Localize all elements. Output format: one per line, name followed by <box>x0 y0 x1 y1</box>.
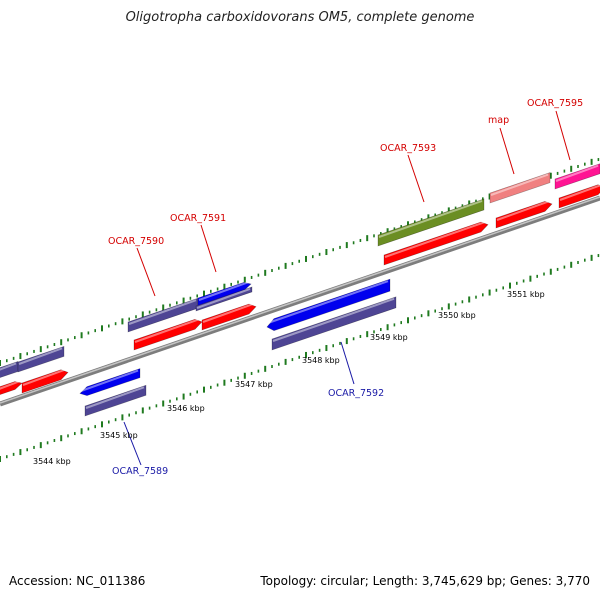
gene-feature-ocar-7592-blue <box>266 278 391 331</box>
cds-feature-shine <box>22 368 67 386</box>
label-leader-line <box>136 247 156 297</box>
gene-label-ocar-7595[interactable]: OCAR_7595 <box>527 98 583 109</box>
accession-text: Accession: NC_011386 <box>9 574 146 588</box>
cds-feature-body <box>558 184 600 209</box>
gene-feature-map-body <box>489 172 551 204</box>
cds-feature <box>133 317 203 351</box>
gene-label-ocar-7593[interactable]: OCAR_7593 <box>380 143 436 154</box>
gene-feature-ocar-7590-shine <box>128 299 197 325</box>
gene-feature-ocar-7593 <box>377 198 485 247</box>
scale-label: 3550 kbp <box>438 311 476 320</box>
cds-feature <box>201 302 257 331</box>
cds-feature-shine <box>496 200 551 221</box>
gene-feature-ocar-7592-blue-shine <box>267 280 389 324</box>
cds-feature <box>21 368 69 394</box>
scale-label: 3551 kbp <box>507 290 545 299</box>
cds-feature-shine <box>202 302 255 323</box>
cds-feature-body <box>383 221 489 266</box>
topology-text: Topology: circular; Length: 3,745,629 bp… <box>260 574 590 588</box>
gene-feature-purple-shine <box>18 347 63 365</box>
scale-label: 3549 kbp <box>370 333 408 342</box>
label-leader-line <box>407 154 425 203</box>
tick-marks <box>0 158 600 462</box>
label-leader-line <box>499 127 515 175</box>
cds-feature-shine <box>0 380 21 390</box>
backbone-line <box>0 195 600 407</box>
label-leaders <box>123 110 571 466</box>
gene-feature-ocar-7595-body <box>554 163 600 190</box>
backbone-highlight <box>0 196 600 404</box>
cds-feature-shine <box>559 184 600 201</box>
gene-feature-ocar-7589-blue-shine <box>80 369 139 392</box>
label-leader-line <box>340 341 355 385</box>
gene-feature-purple-body <box>17 345 65 373</box>
gene-feature-ocar-7591-base <box>195 286 253 312</box>
label-leader-line <box>200 224 217 273</box>
cds-feature-shine <box>384 220 487 258</box>
cds-feature <box>495 200 553 229</box>
scale-label: 3544 kbp <box>33 457 71 466</box>
cds-feature-body <box>495 201 553 229</box>
gene-feature-purple <box>17 345 65 373</box>
gene-label-ocar-7591[interactable]: OCAR_7591 <box>170 213 226 224</box>
cds-feature <box>383 220 489 266</box>
gene-feature-ocar-7589-shine <box>85 386 145 409</box>
gene-feature-ocar-7592-blue-body <box>266 278 391 331</box>
gene-label-map[interactable]: map <box>488 115 509 126</box>
gene-feature-ocar-7592-shine <box>272 297 395 342</box>
genome-backbone <box>0 195 600 407</box>
gene-feature-purple-shine <box>0 362 17 371</box>
cds-feature <box>0 380 23 395</box>
gene-track <box>0 163 600 417</box>
gene-feature-ocar-7591-shine <box>198 281 250 301</box>
gene-feature-purple <box>0 361 19 378</box>
gene-label-ocar-7592[interactable]: OCAR_7592 <box>328 388 384 399</box>
cds-track <box>0 184 600 395</box>
gene-label-ocar-7589[interactable]: OCAR_7589 <box>112 466 168 477</box>
gene-feature-ocar-7589-body <box>84 384 147 417</box>
scale-label: 3545 kbp <box>100 431 138 440</box>
gene-feature-ocar-7592 <box>271 296 397 351</box>
cds-feature <box>558 184 600 209</box>
gene-feature-ocar-7591-body <box>197 282 252 307</box>
gene-feature-ocar-7593-body <box>377 198 485 247</box>
scale-label: 3548 kbp <box>302 356 340 365</box>
gene-feature-ocar-7589-blue-body <box>79 368 141 396</box>
gene-feature-ocar-7591-base-shine <box>196 288 251 309</box>
page-title: Oligotropha carboxidovorans OM5, complet… <box>125 10 475 25</box>
gene-feature-ocar-7595 <box>554 163 600 190</box>
gene-label-ocar-7590[interactable]: OCAR_7590 <box>108 236 164 247</box>
cds-feature-body <box>0 381 23 395</box>
scale-label: 3547 kbp <box>235 380 273 389</box>
scale-label: 3546 kbp <box>167 404 205 413</box>
gene-feature-ocar-7589 <box>84 384 147 417</box>
label-leader-line <box>555 110 571 161</box>
cds-feature-body <box>133 318 203 351</box>
gene-feature-ocar-7592-body <box>271 296 397 351</box>
gene-feature-map-shine <box>490 173 549 196</box>
gene-feature-ocar-7591-base-body <box>195 286 253 312</box>
gene-feature-ocar-7589-blue <box>79 368 141 396</box>
cds-feature-shine <box>134 317 201 343</box>
cds-feature-body <box>201 303 257 331</box>
gene-feature-ocar-7595-shine <box>555 164 599 182</box>
label-leader-line <box>123 421 142 466</box>
gene-feature-map <box>489 172 551 204</box>
gene-feature-ocar-7591 <box>197 281 252 307</box>
gene-feature-ocar-7593-shine <box>378 200 483 238</box>
cds-feature-body <box>21 369 69 394</box>
